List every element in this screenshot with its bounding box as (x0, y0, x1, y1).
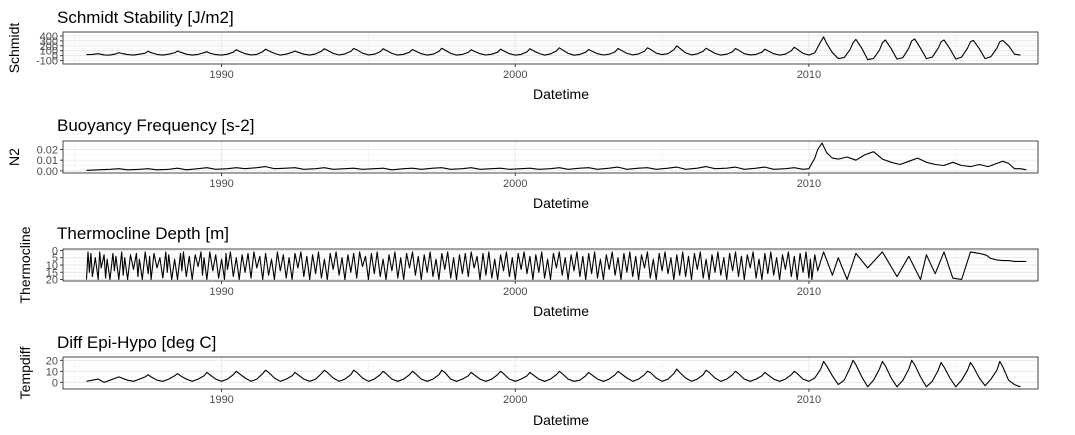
x-tick-label: 1990 (209, 394, 233, 406)
y-axis-label: Schmidt (6, 23, 22, 74)
y-tick-label: 0.02 (37, 145, 58, 157)
y-tick-label: 20 (46, 275, 58, 287)
y-tick-label: 10 (46, 260, 58, 272)
y-tick-label: 0 (52, 51, 58, 63)
panel-thermocline: Thermocline Depth [m] Thermocline Dateti… (17, 224, 1039, 319)
series-line (85, 251, 1027, 281)
series-line (86, 359, 1021, 388)
panel-title: Diff Epi-Hypo [deg C] (57, 333, 216, 352)
x-tick-label: 2010 (797, 286, 821, 298)
panel-border (62, 140, 1039, 174)
panel-border (62, 31, 1039, 65)
y-axis-label: N2 (6, 148, 22, 166)
x-axis-label: Datetime (533, 86, 589, 102)
y-tick-label: 400 (40, 31, 58, 43)
x-tick-label: 1990 (209, 178, 233, 190)
y-tick-label: 10 (46, 366, 58, 378)
y-tick-label: 20 (46, 355, 58, 367)
panel-schmidt: Schmidt Stability [J/m2] Schmidt Datetim… (6, 8, 1039, 102)
y-axis-label: Tempdiff (17, 347, 33, 400)
x-tick-label: 2000 (503, 394, 527, 406)
y-tick-label: 100 (40, 46, 58, 58)
y-tick-label: 15 (46, 267, 58, 279)
y-tick-label: 200 (40, 41, 58, 53)
series-line (86, 36, 1021, 61)
y-tick-label: -100 (36, 56, 58, 68)
x-tick-label: 2010 (797, 69, 821, 81)
panel-buoyancy: Buoyancy Frequency [s-2] N2 Datetime 199… (6, 116, 1039, 211)
x-tick-label: 2000 (503, 178, 527, 190)
y-tick-label: 0 (52, 377, 58, 389)
panel-title: Schmidt Stability [J/m2] (57, 8, 234, 27)
panel-title: Buoyancy Frequency [s-2] (57, 116, 254, 135)
y-tick-label: 300 (40, 36, 58, 48)
y-axis-label: Thermocline (17, 226, 33, 303)
y-tick-label: 0.01 (37, 155, 58, 167)
x-tick-label: 1990 (209, 286, 233, 298)
panel-border (62, 356, 1039, 390)
x-tick-label: 1990 (209, 69, 233, 81)
series-line (86, 142, 1027, 171)
x-axis-label: Datetime (533, 303, 589, 319)
y-tick-label: 0 (52, 245, 58, 257)
panel-title: Thermocline Depth [m] (57, 224, 229, 243)
y-tick-label: 5 (52, 253, 58, 265)
x-tick-label: 2010 (797, 394, 821, 406)
plot-area: 1990 2000 2010 0.000.010.02 (37, 140, 1039, 190)
x-axis-label: Datetime (533, 412, 589, 428)
x-tick-label: 2010 (797, 178, 821, 190)
x-tick-label: 2000 (503, 69, 527, 81)
y-tick-label: 0.00 (37, 166, 58, 178)
x-tick-label: 2000 (503, 286, 527, 298)
panel-tempdiff: Diff Epi-Hypo [deg C] Tempdiff Datetime … (17, 333, 1039, 428)
x-axis-label: Datetime (533, 195, 589, 211)
